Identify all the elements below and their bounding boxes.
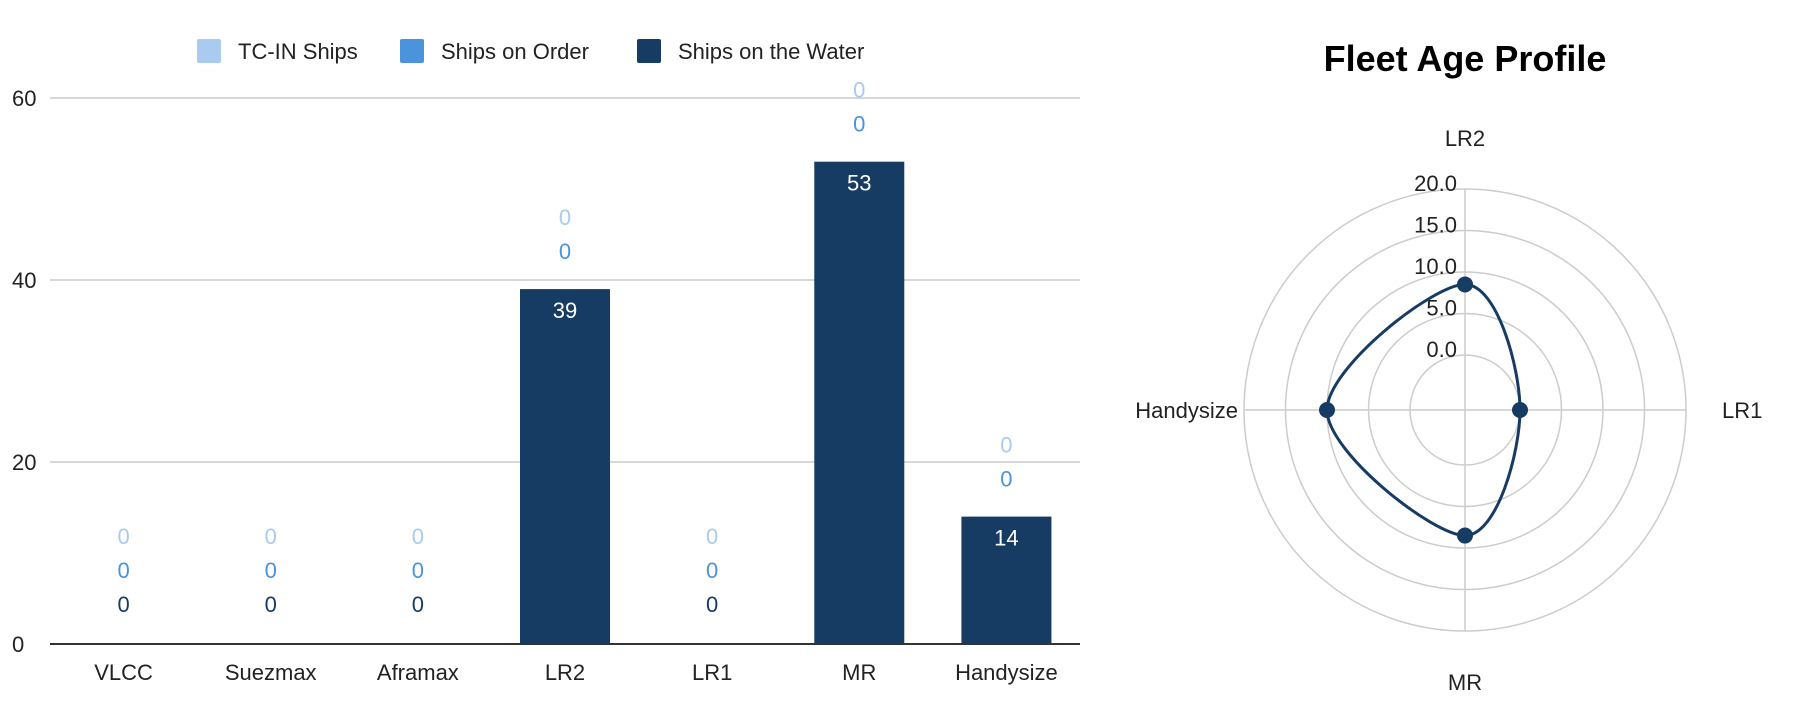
y-tick-label: 20 — [12, 450, 36, 475]
x-tick-label: Aframax — [377, 660, 459, 685]
chart-title: Fleet Age Profile — [1324, 38, 1607, 79]
radar-tick-label: 0.0 — [1426, 337, 1457, 362]
data-label-on-water: 0 — [706, 592, 718, 617]
radar-axis-label: LR2 — [1445, 126, 1485, 151]
data-label-on-order: 0 — [559, 239, 571, 264]
data-label-on-water: 0 — [412, 592, 424, 617]
radar-point-lr1 — [1512, 402, 1528, 418]
radar-axis-label: LR1 — [1722, 398, 1762, 423]
bar-on-water — [520, 289, 610, 644]
legend-label: Ships on Order — [441, 39, 589, 64]
radar-point-mr — [1457, 527, 1473, 544]
bar-chart: 0 20 40 60 0 0 0 VLCC 0 0 0 Suezmax 0 0 0 Aframax 39 0 0 LR… — [12, 39, 1080, 685]
y-tick-label: 0 — [12, 632, 24, 657]
radar-tick-label: 20.0 — [1414, 171, 1457, 196]
radar-chart: Fleet Age Profile 0.0 5.0 10.0 15.0 20.0 LR2 LR… — [1135, 38, 1762, 695]
radar-axis-label: MR — [1448, 670, 1482, 695]
radar-tick-label: 5.0 — [1426, 296, 1457, 321]
data-label-on-water: 0 — [265, 592, 277, 617]
data-label-on-water: 39 — [553, 298, 577, 323]
data-label-tc-in: 0 — [706, 524, 718, 549]
radar-tick-label: 10.0 — [1414, 254, 1457, 279]
legend-label: TC-IN Ships — [238, 39, 358, 64]
data-label-on-order: 0 — [1000, 467, 1012, 492]
y-tick-label: 40 — [12, 268, 36, 293]
data-label-on-order: 0 — [853, 112, 865, 137]
data-label-tc-in: 0 — [117, 524, 129, 549]
data-label-on-order: 0 — [706, 558, 718, 583]
data-label-tc-in: 0 — [559, 205, 571, 230]
data-label-on-order: 0 — [412, 558, 424, 583]
bar-on-water — [961, 516, 1052, 644]
legend-swatch — [197, 39, 221, 63]
data-label-tc-in: 0 — [1000, 433, 1012, 458]
radar-tick-label: 15.0 — [1414, 213, 1457, 238]
bar-on-water — [814, 161, 905, 644]
x-tick-label: LR2 — [545, 660, 585, 685]
data-label-on-water: 53 — [847, 171, 871, 196]
radar-point-handysize — [1319, 402, 1335, 418]
y-tick-label: 60 — [12, 86, 36, 111]
x-tick-label: MR — [842, 660, 876, 685]
radar-point-lr2 — [1457, 276, 1473, 293]
legend-label: Ships on the Water — [678, 39, 864, 64]
x-tick-label: Suezmax — [225, 660, 317, 685]
data-label-on-order: 0 — [265, 558, 277, 583]
legend-swatch — [637, 39, 661, 63]
legend-swatch — [400, 39, 424, 63]
x-tick-label: VLCC — [94, 660, 153, 685]
x-tick-label: Handysize — [955, 660, 1058, 685]
data-label-tc-in: 0 — [412, 524, 424, 549]
x-tick-label: LR1 — [692, 660, 732, 685]
data-label-on-water: 14 — [994, 526, 1018, 551]
radar-axis-label: Handysize — [1135, 398, 1238, 423]
data-label-tc-in: 0 — [853, 78, 865, 103]
data-label-on-order: 0 — [117, 558, 129, 583]
data-label-tc-in: 0 — [265, 524, 277, 549]
data-label-on-water: 0 — [117, 592, 129, 617]
